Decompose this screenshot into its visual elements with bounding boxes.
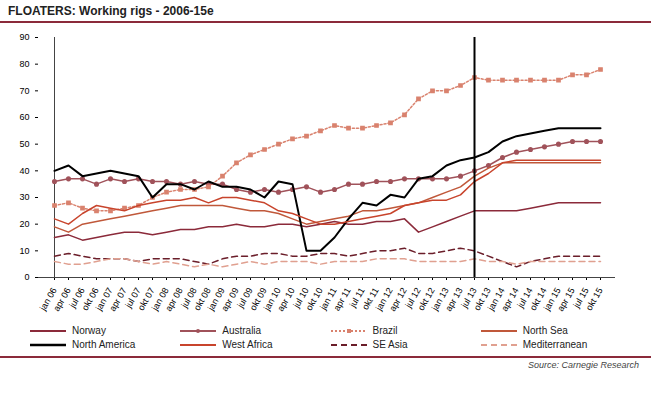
- svg-text:okt 07: okt 07: [135, 285, 157, 313]
- svg-text:jan 07: jan 07: [93, 285, 115, 313]
- svg-text:jul 13: jul 13: [459, 285, 479, 310]
- svg-text:apr 15: apr 15: [555, 285, 577, 314]
- svg-text:90: 90: [19, 32, 29, 42]
- svg-text:okt 13: okt 13: [471, 285, 493, 313]
- svg-text:20: 20: [19, 219, 29, 229]
- svg-text:okt 11: okt 11: [360, 285, 381, 312]
- svg-text:apr 14: apr 14: [499, 285, 521, 314]
- svg-text:jan 14: jan 14: [485, 285, 507, 313]
- html-text:FLOATERS: Working rigs - 2006-: FLOATERS: Working rigs - 2006-15e: [8, 4, 214, 18]
- svg-text:jan 13: jan 13: [429, 285, 451, 313]
- svg-text:jan 06: jan 06: [37, 285, 59, 313]
- svg-text:jul 10: jul 10: [291, 285, 311, 310]
- svg-text:apr 13: apr 13: [443, 285, 465, 314]
- svg-text:apr 12: apr 12: [387, 285, 409, 314]
- svg-text:apr 11: apr 11: [331, 285, 353, 313]
- svg-text:jan 09: jan 09: [205, 285, 227, 313]
- html-text:Source: Carnegie Research: Source: Carnegie Research: [527, 360, 639, 370]
- svg-text:10: 10: [19, 246, 29, 256]
- html-text:Norway: Norway: [72, 325, 106, 336]
- html-text:SE Asia: SE Asia: [372, 339, 408, 350]
- svg-text:jan 10: jan 10: [261, 285, 283, 313]
- svg-text:jul 07: jul 07: [123, 285, 143, 310]
- svg-text:apr 10: apr 10: [275, 285, 297, 314]
- svg-text:apr 08: apr 08: [163, 285, 185, 314]
- svg-text:50: 50: [19, 139, 29, 149]
- svg-text:jul 09: jul 09: [235, 285, 255, 310]
- html-text:Mediterranean: Mediterranean: [522, 339, 588, 350]
- svg-text:jul 15: jul 15: [571, 285, 591, 310]
- svg-text:jul 14: jul 14: [515, 285, 535, 310]
- svg-text:30: 30: [19, 192, 29, 202]
- svg-text:okt 09: okt 09: [247, 285, 269, 313]
- svg-text:jul 06: jul 06: [67, 285, 87, 310]
- svg-text:jan 08: jan 08: [149, 285, 171, 313]
- svg-text:jul 12: jul 12: [403, 285, 423, 310]
- html-text:Australia: Australia: [222, 325, 262, 336]
- svg-text:okt 10: okt 10: [303, 285, 325, 313]
- svg-text:jul 08: jul 08: [179, 285, 199, 310]
- svg-text:apr 07: apr 07: [107, 285, 129, 314]
- html-text:North Sea: North Sea: [522, 325, 568, 336]
- svg-text:apr 06: apr 06: [51, 285, 73, 314]
- svg-text:okt 14: okt 14: [527, 285, 549, 313]
- svg-text:okt 06: okt 06: [79, 285, 101, 313]
- svg-text:okt 08: okt 08: [191, 285, 213, 313]
- svg-text:jan 11: jan 11: [318, 285, 339, 312]
- svg-text:jan 12: jan 12: [373, 285, 395, 313]
- svg-text:60: 60: [19, 112, 29, 122]
- svg-text:jan 15: jan 15: [541, 285, 563, 313]
- html-text:Brazil: Brazil: [372, 325, 398, 336]
- svg-text:40: 40: [19, 166, 29, 176]
- svg-text:apr 09: apr 09: [219, 285, 241, 314]
- svg-text:jul 11: jul 11: [347, 285, 367, 309]
- html-text:West Africa: West Africa: [222, 339, 273, 350]
- svg-text:okt 12: okt 12: [415, 285, 437, 313]
- svg-text:okt 15: okt 15: [584, 286, 605, 312]
- svg-text:0: 0: [24, 272, 29, 282]
- svg-text:70: 70: [19, 86, 29, 96]
- html-text:North America: North America: [72, 339, 136, 350]
- svg-text:80: 80: [19, 59, 29, 69]
